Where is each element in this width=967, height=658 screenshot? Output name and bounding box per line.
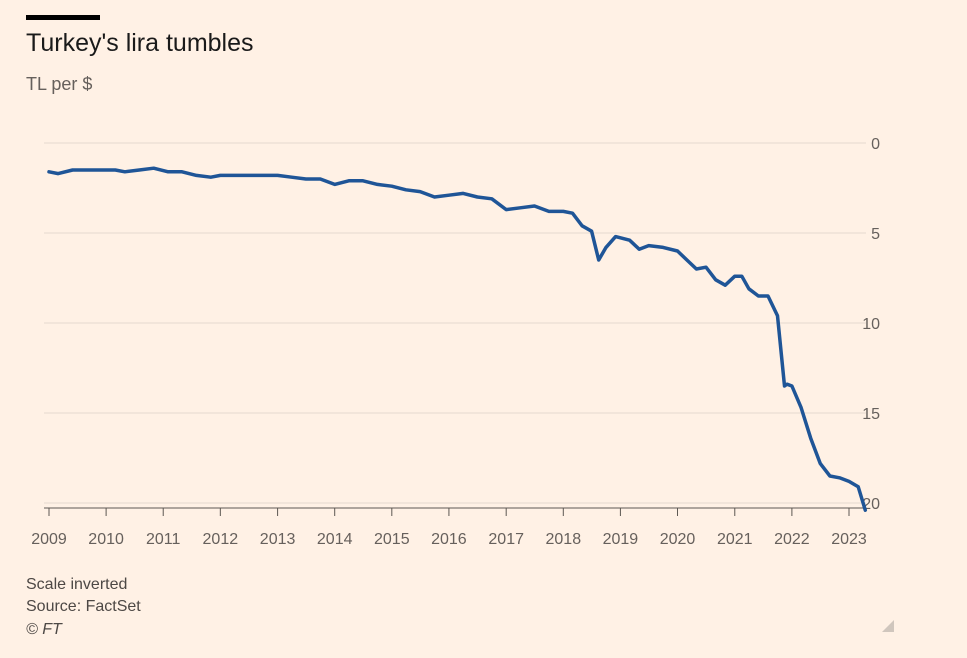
x-tick-label: 2012 <box>203 531 239 548</box>
y-tick-label: 0 <box>871 136 880 153</box>
x-tick-label: 2009 <box>31 531 67 548</box>
x-tick-label: 2017 <box>488 531 524 548</box>
x-tick-label: 2011 <box>146 531 181 548</box>
x-tick-label: 2010 <box>88 531 124 548</box>
x-tick-label: 2014 <box>317 531 353 548</box>
x-tick-label: 2022 <box>774 531 810 548</box>
x-tick-label: 2023 <box>831 531 867 548</box>
chart-title: Turkey's lira tumbles <box>26 29 254 57</box>
y-tick-label: 5 <box>871 226 880 243</box>
ft-top-bar <box>26 15 100 20</box>
x-tick-label: 2019 <box>603 531 639 548</box>
x-tick-label: 2018 <box>546 531 582 548</box>
y-tick-label: 15 <box>862 406 880 423</box>
resize-corner-icon <box>882 620 894 632</box>
chart-subtitle: TL per $ <box>26 74 93 94</box>
source-note: Source: FactSet <box>26 598 141 615</box>
x-tick-label: 2021 <box>717 531 753 548</box>
y-tick-label: 10 <box>862 316 880 333</box>
scale-note: Scale inverted <box>26 576 128 593</box>
x-tick-label: 2015 <box>374 531 410 548</box>
x-tick-label: 2013 <box>260 531 296 548</box>
x-tick-label: 2016 <box>431 531 467 548</box>
copyright: © FT <box>26 621 62 638</box>
series-line <box>47 166 868 512</box>
x-tick-label: 2020 <box>660 531 696 548</box>
